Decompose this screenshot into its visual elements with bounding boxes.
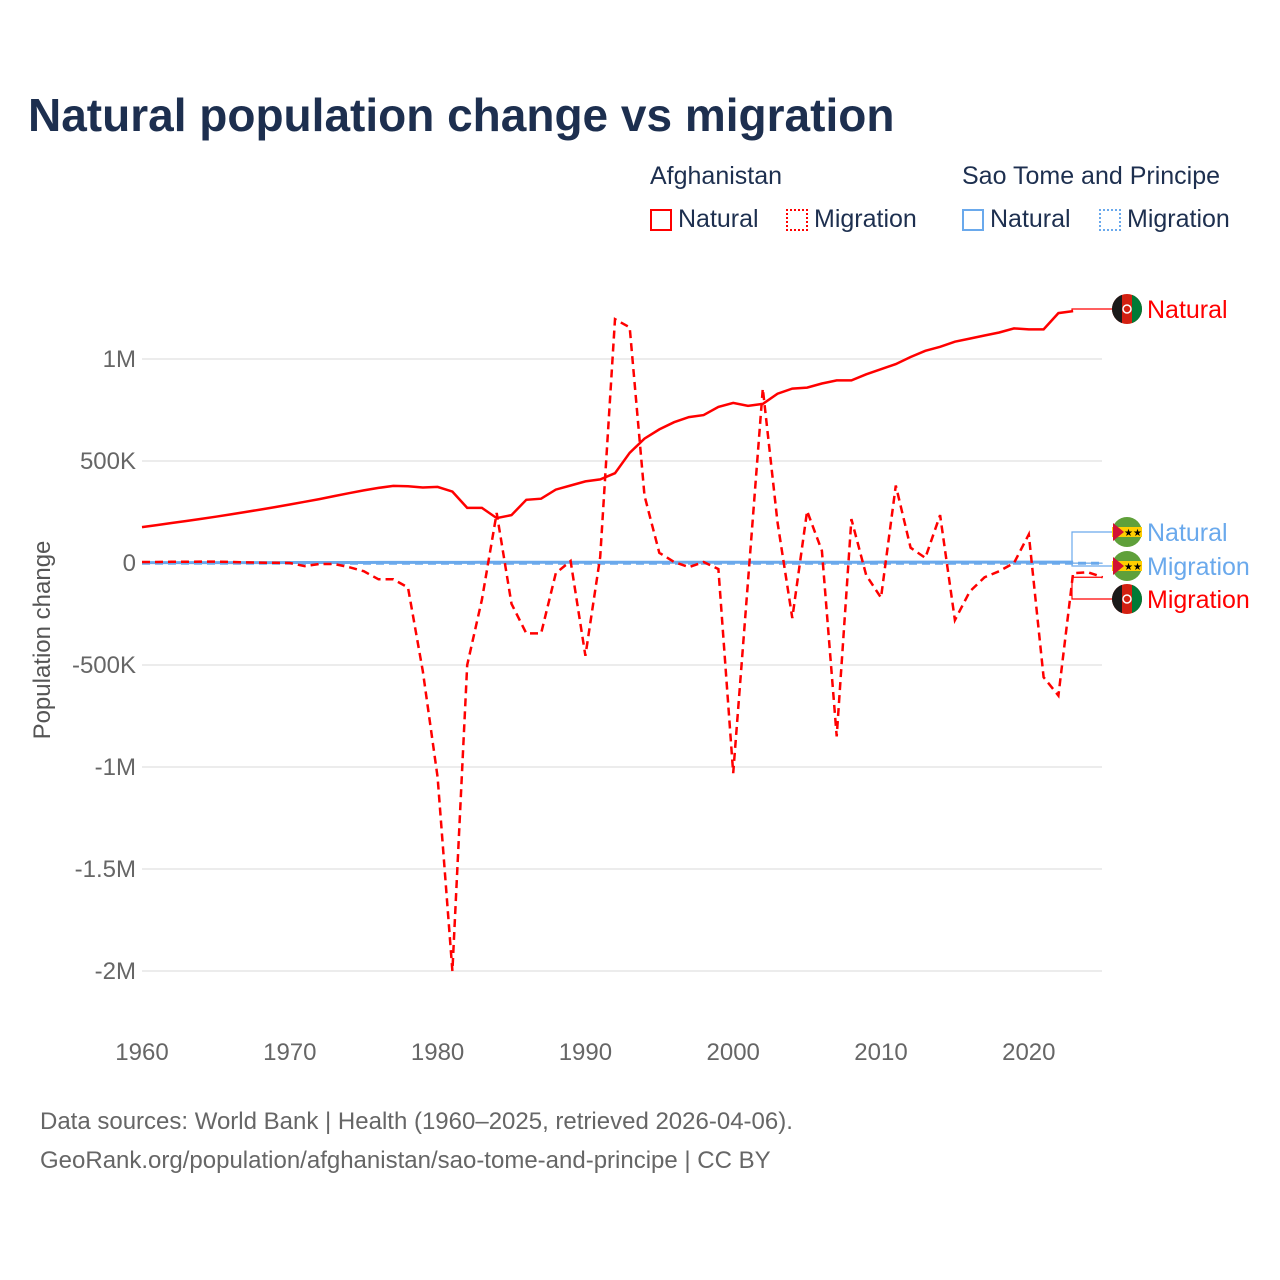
y-tick-label: 0 [123,550,136,577]
footer-sources: Data sources: World Bank | Health (1960–… [40,1108,793,1135]
legend-group-sao-tome: Sao Tome and Principe [962,162,1221,190]
legend-stp-natural[interactable]: Natural [962,205,1071,234]
x-tick-label: 1970 [263,1039,316,1066]
series-line-afghanistan-migration[interactable] [142,317,1104,972]
end-label: Natural [1147,296,1228,324]
legend-swatch [786,208,808,231]
y-tick-label: 500K [80,448,136,475]
x-tick-label: 1980 [411,1039,464,1066]
x-tick-label: 2020 [1002,1039,1055,1066]
y-tick-label: 1M [103,346,136,373]
series-line-afghanistan-natural[interactable] [141,309,1074,529]
legend-group-afghanistan: Afghanistan [650,162,783,190]
legend-label: Natural [990,205,1071,233]
sao-tome-flag-icon: ★★ [1112,551,1142,581]
legend-swatch [1099,208,1121,231]
svg-text:★★: ★★ [1124,528,1142,539]
end-label: Migration [1147,553,1250,581]
x-tick-label: 2010 [854,1039,907,1066]
label-connector [1071,531,1112,563]
end-label: Migration [1147,586,1250,614]
y-tick-label: -500K [72,652,136,679]
y-tick-label: -1M [95,754,136,781]
legend-stp-migration[interactable]: Migration [1099,205,1230,234]
end-label: Natural [1147,519,1228,547]
legend-label: Migration [814,205,917,233]
legend-afg-natural[interactable]: Natural [650,205,759,234]
y-tick-label: -2M [95,958,136,985]
label-connector [1071,308,1112,312]
afghanistan-flag-icon [1112,584,1142,614]
x-tick-label: 1960 [115,1039,168,1066]
x-tick-label: 1990 [559,1039,612,1066]
legend-swatch [650,208,672,231]
y-tick-label: -1.5M [75,856,136,883]
footer-link[interactable]: GeoRank.org/population/afghanistan/sao-t… [40,1147,771,1174]
svg-text:★★: ★★ [1124,562,1142,573]
y-axis-label: Population change [29,541,56,740]
series-line-sao-tome-and-principe-natural[interactable] [142,560,1074,565]
sao-tome-flag-icon: ★★ [1112,517,1142,547]
chart-title: Natural population change vs migration [28,89,895,141]
legend-label: Migration [1127,205,1230,233]
afghanistan-flag-icon [1112,294,1142,324]
legend-label: Natural [678,205,759,233]
legend-swatch [962,208,984,231]
x-tick-label: 2000 [707,1039,760,1066]
legend-afg-migration[interactable]: Migration [786,205,917,234]
label-connector [1071,562,1112,567]
label-connector [1071,576,1112,600]
